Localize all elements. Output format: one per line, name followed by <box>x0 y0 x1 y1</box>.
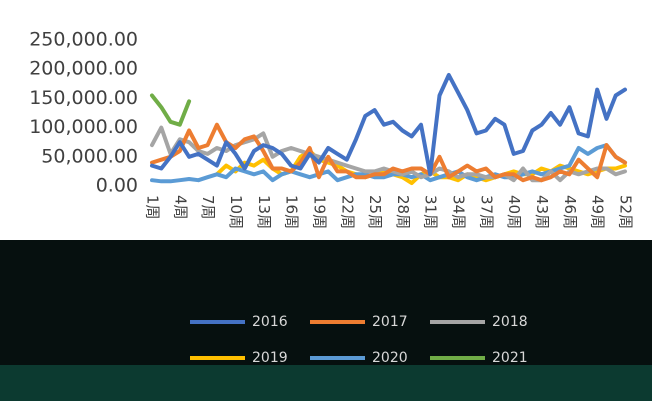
legend-label: 2019 <box>252 350 288 366</box>
y-tick-label: 0.00 <box>96 175 138 197</box>
legend-label: 2016 <box>252 314 288 330</box>
y-tick-label: 250,000.00 <box>29 29 138 51</box>
x-tick-label: 19周 <box>310 195 328 229</box>
x-tick-label: 10周 <box>227 195 245 229</box>
x-tick-label: 13周 <box>255 195 273 229</box>
x-tick-label: 46周 <box>561 195 579 229</box>
x-tick-label: 49周 <box>589 195 607 229</box>
x-tick-label: 22周 <box>338 195 356 229</box>
series-line <box>150 143 627 184</box>
x-tick-label: 40周 <box>505 195 523 229</box>
y-tick-label: 200,000.00 <box>29 58 138 80</box>
x-tick-label: 4周 <box>171 195 189 220</box>
x-tick-label: 16周 <box>283 195 301 229</box>
x-tick-label: 52周 <box>617 195 635 229</box>
x-tick-label: 7周 <box>199 195 217 220</box>
legend-label: 2018 <box>492 314 528 330</box>
y-tick-label: 150,000.00 <box>29 87 138 109</box>
x-tick-label: 43周 <box>533 195 551 229</box>
series-line <box>150 93 192 127</box>
x-tick-label: 34周 <box>450 195 468 229</box>
legend-panel <box>0 240 652 365</box>
y-tick-label: 100,000.00 <box>29 116 138 138</box>
x-tick-label: 1周 <box>144 195 162 220</box>
legend-label: 2017 <box>372 314 408 330</box>
x-tick-label: 37周 <box>477 195 495 229</box>
series-line <box>150 73 627 177</box>
x-tick-label: 31周 <box>422 195 440 229</box>
legend-label: 2020 <box>372 350 408 366</box>
y-tick-label: 50,000.00 <box>41 145 138 167</box>
x-tick-label: 28周 <box>394 195 412 229</box>
legend-label: 2021 <box>492 350 528 366</box>
x-tick-label: 25周 <box>366 195 384 229</box>
legend-panel-lower <box>0 365 652 401</box>
